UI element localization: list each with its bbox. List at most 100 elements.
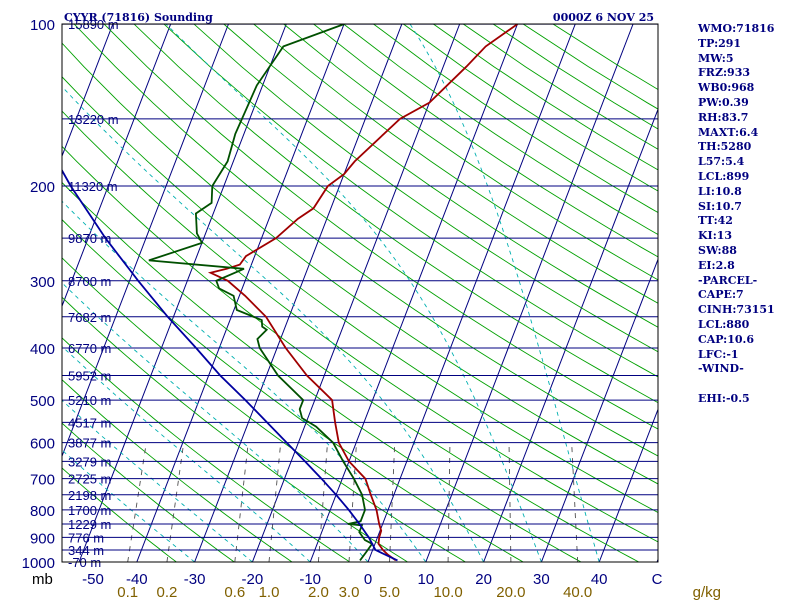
height-label: 3279 m (68, 454, 111, 469)
temperature-line (207, 24, 518, 562)
height-label: 776 m (68, 530, 104, 545)
height-label: 8700 m (68, 274, 111, 289)
mixing-ratio-label: 0.6 (224, 584, 245, 600)
mixing-ratio-line (234, 442, 249, 562)
mixing-ratio-line (389, 442, 396, 562)
mixing-ratio-label: 20.0 (496, 584, 525, 600)
index-value: -WIND- (698, 362, 744, 376)
mixing-ratio-label: 3.0 (339, 584, 360, 600)
isotherm-line (62, 24, 229, 458)
pressure-label: 200 (30, 179, 55, 196)
mixing-ratio-label: 10.0 (433, 584, 462, 600)
temp-tick-label: 30 (533, 571, 550, 588)
isotherm-line (367, 24, 576, 562)
pressure-label: 800 (30, 503, 55, 520)
index-value: -PARCEL- (698, 273, 758, 287)
isotherm-line (62, 24, 114, 158)
mixing-ratio-label: 2.0 (308, 584, 329, 600)
index-value: TT:42 (698, 214, 733, 228)
isotherm-line (540, 257, 658, 562)
index-value (698, 377, 798, 392)
pressure-label: 400 (30, 341, 55, 358)
temp-tick-label: -20 (242, 571, 264, 588)
mixing-ratio-label: 40.0 (563, 584, 592, 600)
index-value: TH:5280 (698, 140, 752, 154)
index-value: KI:13 (698, 229, 733, 243)
height-label: 11320 m (68, 179, 118, 194)
index-value: MW:5 (698, 51, 734, 65)
pressure-label: 600 (30, 436, 55, 453)
mixing-ratio-label: 5.0 (379, 584, 400, 600)
chart-title: CYYR (71816) Sounding (64, 11, 213, 24)
mb-label: mb (32, 571, 53, 588)
index-value: TP:291 (698, 36, 742, 50)
isotherm-line (62, 24, 172, 308)
pressure-label: 500 (30, 393, 55, 410)
temp-tick-label: 20 (475, 571, 492, 588)
height-label: 1700 m (68, 503, 111, 518)
height-label: 5952 m (68, 368, 111, 383)
index-value: CAPE:7 (698, 288, 744, 302)
temp-tick-label: 10 (417, 571, 434, 588)
temp-tick-label: 40 (591, 571, 608, 588)
temp-tick-label: -10 (299, 571, 321, 588)
index-value: LCL:880 (698, 317, 750, 331)
isotherm-line (483, 107, 658, 562)
index-value: EHI:-0.5 (698, 391, 750, 405)
temp-tick-label: -50 (82, 571, 104, 588)
pressure-label: 300 (30, 274, 55, 291)
index-value: PW:0.39 (698, 95, 749, 109)
dewpoint-line (148, 24, 374, 561)
index-value: CAP:10.6 (698, 332, 755, 346)
mixing-ratio-label: 0.1 (117, 584, 138, 600)
pressure-label: 1000 (22, 555, 55, 572)
mixing-ratio-line (268, 442, 282, 562)
index-value: RH:83.7 (698, 110, 749, 124)
index-value: EI:2.8 (698, 258, 735, 272)
height-label: 5210 m (68, 393, 111, 408)
profile-lines (62, 24, 518, 562)
pressure-label: 900 (30, 530, 55, 547)
index-value: WB0:968 (698, 81, 755, 95)
index-value: FRZ:933 (698, 66, 751, 80)
height-label: 6770 m (68, 341, 111, 356)
pressure-label: 700 (30, 472, 55, 489)
index-value: LFC:-1 (698, 347, 739, 361)
height-label: 2198 m (68, 488, 111, 503)
index-value: WMO:71816 (698, 22, 775, 35)
indices-panel: WMO:71816 TP:291 MW:5 FRZ:933 WB0:968 PW:0.39… (698, 22, 798, 407)
mixing-ratio-line (127, 442, 147, 562)
index-value: LI:10.8 (698, 184, 742, 198)
isotherm-line (309, 24, 518, 562)
temp-tick-label: -30 (184, 571, 206, 588)
mixing-ratio-label: 1.0 (259, 584, 280, 600)
height-label: 9870 m (68, 231, 111, 246)
temp-tick-label: C (652, 571, 663, 588)
index-value: SW:88 (698, 243, 737, 257)
mixing-ratio-label: g/kg (693, 584, 721, 600)
mixing-ratio-label: 0.2 (156, 584, 177, 600)
index-value: SI:10.7 (698, 199, 742, 213)
plot-frame (61, 23, 659, 563)
temp-tick-label: -40 (126, 571, 148, 588)
mixing-ratio-line (447, 442, 451, 562)
chart-time: 0000Z 6 NOV 25 (553, 11, 654, 24)
isotherm-line (194, 24, 403, 562)
pressure-label: 100 (30, 17, 55, 34)
height-label: 1229 m (68, 517, 111, 532)
height-label: 3877 m (68, 436, 111, 451)
height-label: 344 m (68, 543, 104, 558)
mixing-ratio-line (508, 442, 512, 562)
height-label: 13220 m (68, 112, 119, 127)
mixing-ratio-line (317, 442, 328, 562)
mixing-ratio-line (348, 442, 357, 562)
height-label: 2725 m (68, 472, 111, 487)
parcel-line (62, 168, 398, 562)
index-value: LCL:899 (698, 169, 750, 183)
mixing-ratio-line (571, 442, 579, 562)
temp-tick-label: 0 (364, 571, 372, 588)
index-value: L57:5.4 (698, 155, 745, 169)
isotherm-line (136, 24, 345, 562)
